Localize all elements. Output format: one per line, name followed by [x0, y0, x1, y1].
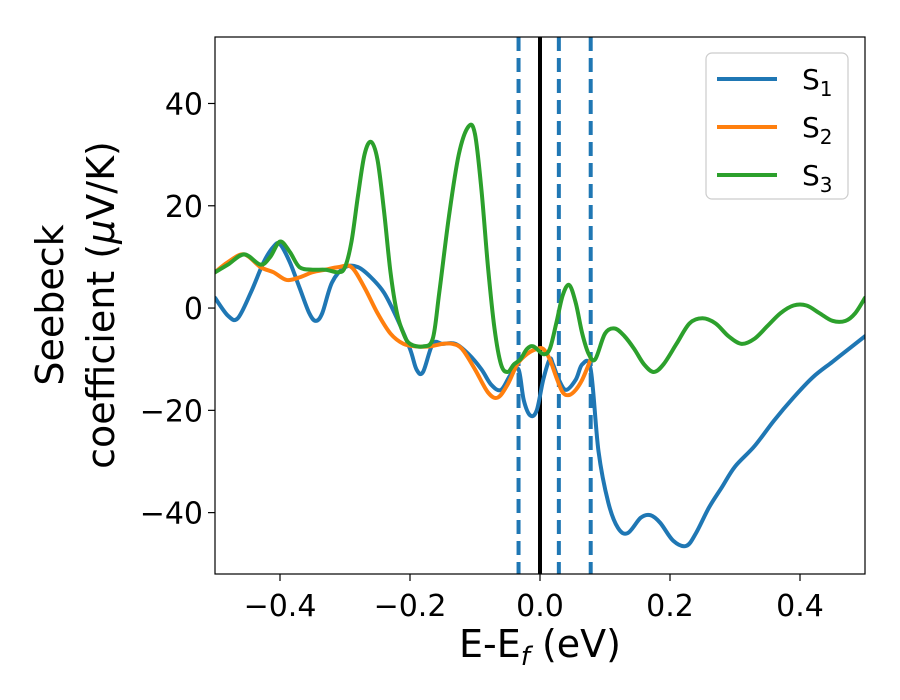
y-tick-label: −40	[140, 497, 203, 532]
x-axis-label-unit: (eV)	[530, 622, 621, 666]
y-axis-label-line2: coefficient (μV/K)	[79, 141, 123, 469]
y-axis-ticks: −40 −20 0 20 40	[140, 87, 215, 532]
x-tick-label: −0.2	[374, 589, 447, 624]
legend-label-s3: S3	[802, 159, 833, 197]
x-tick-label: 0.0	[516, 589, 564, 624]
y-axis-label-unit: V/K)	[79, 141, 123, 220]
y-tick-label: 40	[165, 87, 203, 122]
y-tick-label: −20	[140, 394, 203, 429]
legend: S1 S2 S3	[705, 52, 849, 200]
legend-entries: S1 S2 S3	[717, 63, 833, 197]
y-tick-label: 20	[165, 190, 203, 225]
y-axis-label-text: coefficient (	[79, 244, 123, 469]
x-axis-ticks: −0.4 −0.2 0.0 0.2 0.4	[244, 574, 824, 624]
y-axis-label-mu: μ	[79, 220, 123, 245]
legend-label-s1: S1	[802, 63, 833, 101]
series-lines	[215, 122, 865, 549]
series-line-s3	[215, 122, 865, 374]
x-tick-label: 0.4	[776, 589, 824, 624]
x-tick-label: −0.4	[244, 589, 317, 624]
y-axis-label: Seebeck coefficient (μV/K)	[28, 141, 123, 469]
reference-lines	[516, 37, 593, 574]
legend-label-s2: S2	[802, 111, 833, 149]
y-tick-label: 0	[184, 292, 203, 327]
x-axis-label-main: E-E	[459, 622, 521, 666]
series-line-s1	[215, 241, 865, 549]
series-line-s2	[215, 252, 593, 400]
y-axis-label-line1: Seebeck	[28, 224, 72, 385]
x-axis-label: E-Ef (eV)	[459, 622, 621, 672]
x-tick-label: 0.2	[646, 589, 694, 624]
